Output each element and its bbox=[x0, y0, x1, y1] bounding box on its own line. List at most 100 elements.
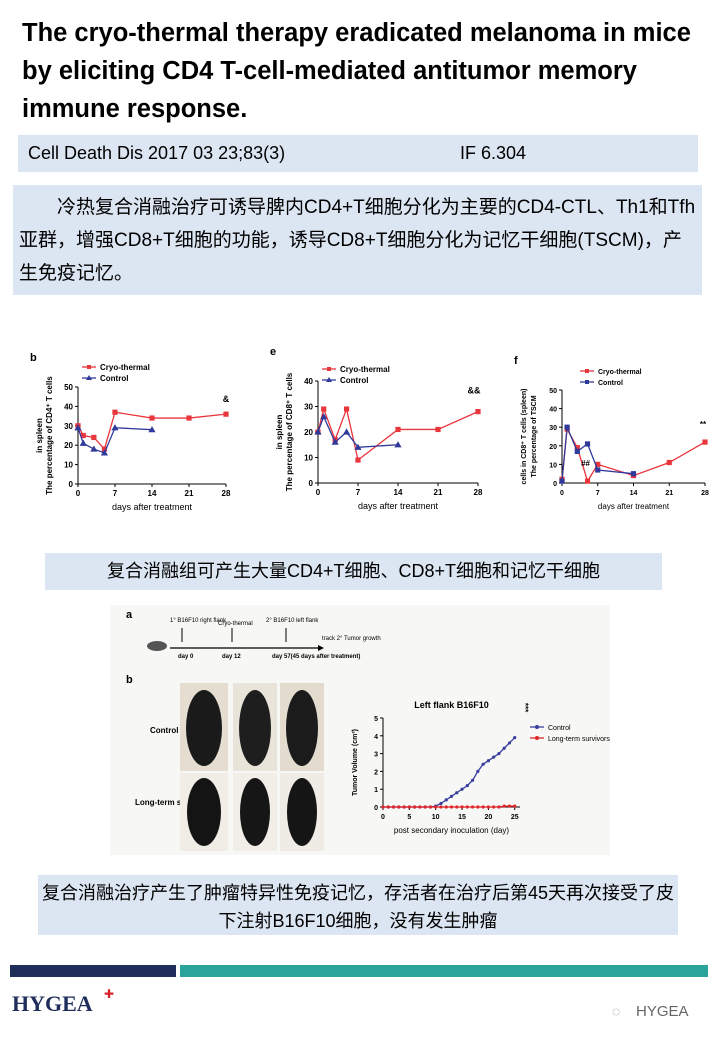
y-tick-label: 40 bbox=[549, 407, 557, 414]
x-tick-label: 28 bbox=[474, 488, 483, 497]
y-tick-label: 10 bbox=[304, 454, 313, 463]
y-axis-label: cells in CD8⁺ T cells (spleen) bbox=[521, 389, 528, 485]
y-axis-label: in spleen bbox=[35, 418, 44, 453]
series-line bbox=[317, 414, 399, 448]
marker bbox=[584, 441, 591, 447]
marker bbox=[574, 445, 580, 451]
marker bbox=[455, 805, 459, 809]
marker bbox=[481, 805, 485, 809]
legend-label: Cryo-thermal bbox=[100, 363, 150, 372]
y-tick-label: 3 bbox=[374, 752, 378, 759]
logo: HYGEA bbox=[12, 991, 93, 1016]
y-tick-label: 20 bbox=[304, 428, 313, 437]
x-tick-label: 7 bbox=[356, 488, 361, 497]
legend-label: Cryo-thermal bbox=[340, 365, 390, 374]
y-tick-label: 40 bbox=[64, 402, 73, 411]
marker bbox=[460, 805, 464, 809]
marker bbox=[80, 432, 86, 439]
x-tick-label: 15 bbox=[458, 814, 466, 821]
marker bbox=[320, 413, 328, 420]
panel-label: a bbox=[126, 609, 133, 621]
marker bbox=[475, 409, 481, 415]
series-line bbox=[561, 426, 634, 482]
marker bbox=[507, 741, 512, 745]
marker bbox=[439, 805, 443, 809]
y-tick-label: 10 bbox=[549, 462, 557, 469]
footer-bar bbox=[180, 965, 708, 977]
annotation: & bbox=[223, 394, 230, 404]
marker bbox=[91, 434, 97, 441]
y-axis-label: in spleen bbox=[275, 415, 284, 450]
watermark-icon: ◌ bbox=[612, 1003, 620, 1019]
timeline-step: 2° B16F10 left flank bbox=[266, 618, 319, 624]
legend-label: Control bbox=[598, 380, 623, 387]
summary: 冷热复合消融治疗可诱导脾内CD4+T细胞分化为主要的CD4-CTL、Th1和Tf… bbox=[13, 185, 702, 295]
y-tick-label: 1 bbox=[374, 787, 378, 794]
citation-box: Cell Death Dis 2017 03 23;83(3) IF 6.304 bbox=[18, 135, 698, 172]
impact-factor: IF 6.304 bbox=[460, 143, 527, 163]
y-tick-label: 40 bbox=[304, 377, 313, 386]
y-tick-label: 30 bbox=[549, 425, 557, 432]
x-tick-label: 21 bbox=[434, 488, 443, 497]
marker bbox=[327, 367, 331, 371]
y-tick-label: 30 bbox=[304, 403, 313, 412]
y-tick-label: 20 bbox=[64, 441, 73, 450]
timeline-day: day 57(45 days after treatment) bbox=[272, 654, 360, 660]
y-tick-label: 4 bbox=[374, 734, 378, 741]
y-tick-label: 50 bbox=[64, 383, 73, 392]
marker bbox=[476, 769, 480, 774]
marker bbox=[326, 377, 332, 382]
mouse bbox=[186, 690, 222, 766]
y-axis-label: Tumor Volume (cm³) bbox=[352, 729, 359, 796]
photo-row-label: Long-term survivors bbox=[135, 798, 213, 807]
marker bbox=[574, 448, 580, 454]
marker bbox=[492, 805, 496, 809]
marker bbox=[630, 471, 637, 477]
marker bbox=[507, 804, 512, 808]
marker bbox=[418, 805, 422, 809]
y-axis-label: The percentage of CD4⁺ T cells bbox=[45, 376, 54, 495]
marker bbox=[585, 380, 589, 384]
timeline-day: day 12 bbox=[222, 654, 241, 660]
x-tick-label: 14 bbox=[148, 489, 157, 498]
marker bbox=[423, 805, 427, 809]
marker bbox=[666, 459, 672, 466]
marker bbox=[186, 415, 192, 421]
marker bbox=[331, 438, 339, 445]
y-tick-label: 20 bbox=[549, 444, 557, 451]
x-tick-label: 7 bbox=[596, 490, 600, 497]
marker bbox=[497, 752, 501, 756]
annotation: && bbox=[468, 386, 481, 396]
x-tick-label: 20 bbox=[484, 814, 492, 821]
marker bbox=[354, 443, 362, 450]
marker bbox=[407, 805, 411, 809]
mouse bbox=[287, 778, 317, 846]
marker bbox=[535, 725, 539, 729]
marker bbox=[381, 805, 385, 809]
legend-label: Control bbox=[548, 725, 571, 732]
x-tick-label: 0 bbox=[381, 814, 385, 821]
panel-label: b bbox=[30, 352, 37, 364]
marker bbox=[74, 424, 82, 431]
x-tick-label: 7 bbox=[113, 489, 118, 498]
marker bbox=[502, 804, 506, 808]
x-tick-label: 28 bbox=[222, 489, 231, 498]
slide-title: The cryo-thermal therapy eradicated mela… bbox=[22, 19, 691, 123]
panel-label: b bbox=[126, 674, 133, 686]
mouse bbox=[240, 778, 270, 846]
marker bbox=[428, 805, 433, 809]
marker bbox=[513, 735, 517, 740]
marker bbox=[535, 736, 539, 740]
x-tick-label: 0 bbox=[560, 490, 564, 497]
caption: 复合消融治疗产生了肿瘤特异性免疫记忆，存活者在治疗后第45天再次接受了皮下注射B… bbox=[38, 875, 678, 935]
footer-bar bbox=[10, 965, 176, 977]
marker bbox=[470, 805, 475, 809]
annotation: ## bbox=[581, 459, 590, 468]
series-line bbox=[77, 427, 153, 454]
marker bbox=[502, 746, 506, 750]
y-axis-label: The percentage of CD8⁺ T cells bbox=[285, 372, 294, 491]
annotation: *** bbox=[521, 703, 530, 713]
marker bbox=[101, 446, 108, 452]
x-tick-label: 0 bbox=[316, 488, 321, 497]
